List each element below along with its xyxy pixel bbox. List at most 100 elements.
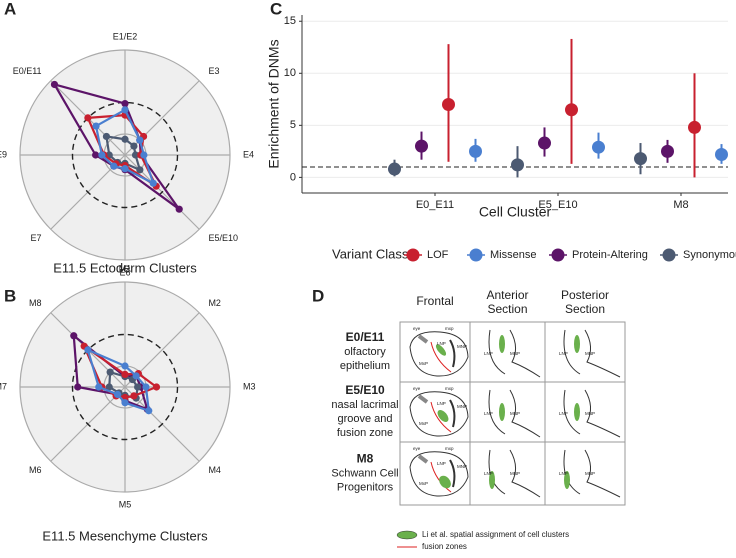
cluster-area bbox=[499, 403, 505, 421]
cluster-area bbox=[564, 471, 570, 489]
cluster-area bbox=[574, 335, 580, 353]
sketch bbox=[488, 329, 541, 378]
sketch bbox=[449, 399, 456, 428]
column-header: Frontal bbox=[416, 294, 453, 308]
sketch bbox=[449, 339, 456, 368]
x-tick-label: E0_E11 bbox=[416, 199, 454, 211]
point bbox=[442, 98, 455, 112]
radar-point bbox=[105, 383, 113, 391]
radar-point bbox=[175, 205, 183, 213]
radar-point bbox=[149, 179, 157, 187]
fusion-zone bbox=[430, 341, 452, 373]
chart-title: E11.5 Ectoderm Clusters bbox=[53, 260, 197, 275]
point bbox=[688, 120, 701, 134]
point bbox=[715, 147, 728, 161]
y-tick-label: 0 bbox=[290, 171, 296, 183]
point bbox=[388, 162, 401, 176]
sketch bbox=[417, 394, 429, 404]
sketch bbox=[409, 331, 469, 377]
sketch-label: MxP bbox=[419, 361, 428, 366]
legend-label: Synonymous bbox=[683, 249, 736, 261]
axis-label: E7 bbox=[31, 233, 42, 243]
radar-point bbox=[132, 372, 140, 380]
legend-label: Missense bbox=[490, 249, 536, 261]
sketch-label: LNP bbox=[437, 341, 446, 346]
row-desc: epithelium bbox=[340, 360, 390, 372]
cluster-area bbox=[439, 475, 451, 489]
sketch-label: MNP bbox=[510, 351, 520, 356]
legend-label: LOF bbox=[427, 249, 449, 261]
axis-label: E9 bbox=[0, 149, 7, 159]
legend-label: Protein-Altering bbox=[572, 249, 648, 261]
axis-label: E0/E11 bbox=[13, 66, 42, 76]
sketch-label: MNP bbox=[457, 404, 467, 409]
radar-point bbox=[136, 136, 144, 144]
axis-label: M5 bbox=[119, 499, 132, 509]
radar-point bbox=[121, 99, 129, 108]
sketch-label: LNP bbox=[484, 411, 493, 416]
radar-point bbox=[92, 151, 100, 159]
radar-point bbox=[113, 390, 122, 399]
y-tick-label: 15 bbox=[284, 15, 296, 27]
sketch-label: LNP bbox=[559, 471, 568, 476]
row-name: E5/E10 bbox=[345, 383, 385, 397]
radar-point bbox=[121, 362, 129, 370]
radar-point bbox=[121, 370, 129, 378]
radar-point bbox=[134, 383, 142, 391]
sketch-label: MNP bbox=[585, 351, 595, 356]
radar-point bbox=[106, 368, 114, 376]
radar-point bbox=[84, 114, 92, 122]
legend-marker bbox=[396, 530, 418, 540]
sketch bbox=[409, 391, 469, 437]
axis-label: M1 bbox=[119, 263, 132, 273]
point bbox=[565, 103, 578, 117]
sketch bbox=[449, 459, 456, 488]
sketch bbox=[563, 389, 621, 438]
panel-label: C bbox=[270, 0, 282, 18]
sketch-label: eye bbox=[413, 326, 421, 331]
sketch-label: MNP bbox=[585, 411, 595, 416]
point bbox=[592, 140, 605, 154]
radar-point bbox=[121, 135, 129, 143]
sketch-label: mxp bbox=[445, 386, 454, 391]
x-tick-label: E5_E10 bbox=[538, 199, 577, 211]
row-name: M8 bbox=[357, 452, 374, 466]
radar-point bbox=[136, 166, 144, 174]
sketch-label: LNP bbox=[484, 471, 493, 476]
point bbox=[511, 158, 524, 172]
radar-point bbox=[131, 151, 140, 159]
legend-title: Variant Class bbox=[332, 246, 409, 261]
radar-point bbox=[121, 399, 129, 407]
cluster-area bbox=[437, 410, 449, 422]
sketch bbox=[409, 451, 469, 497]
axis-label: M4 bbox=[208, 465, 221, 475]
sketch-label: mxp bbox=[445, 326, 454, 331]
row-desc: Schwann Cell bbox=[331, 467, 398, 479]
radar-point bbox=[95, 383, 103, 391]
radar-point bbox=[142, 383, 150, 391]
cluster-area bbox=[574, 403, 580, 421]
point bbox=[415, 139, 428, 153]
axis-label: M3 bbox=[243, 381, 256, 391]
row-desc: fusion zone bbox=[337, 427, 393, 439]
radar-point bbox=[152, 383, 161, 391]
axis-label: E5/E10 bbox=[208, 233, 238, 243]
axis-label: M8 bbox=[29, 298, 42, 308]
sketch-label: MNP bbox=[510, 471, 520, 476]
cluster-area bbox=[499, 335, 505, 353]
axis-label: E6 bbox=[119, 267, 130, 277]
grid-frame bbox=[399, 321, 626, 506]
sketch bbox=[563, 329, 621, 378]
legend-label: fusion zones bbox=[422, 542, 467, 551]
column-header: Section bbox=[565, 302, 605, 316]
radar-point bbox=[130, 392, 138, 400]
radar-point bbox=[98, 151, 106, 159]
legend-label: Li et al. spatial assignment of cell clu… bbox=[422, 530, 569, 539]
y-axis-label: Enrichment of DNMs bbox=[266, 39, 282, 168]
sketch bbox=[417, 334, 429, 344]
fusion-zone bbox=[430, 401, 452, 433]
dashed-ring bbox=[71, 101, 179, 209]
point bbox=[538, 136, 551, 150]
sketch-label: MNP bbox=[457, 464, 467, 469]
axis-label: M2 bbox=[208, 298, 221, 308]
